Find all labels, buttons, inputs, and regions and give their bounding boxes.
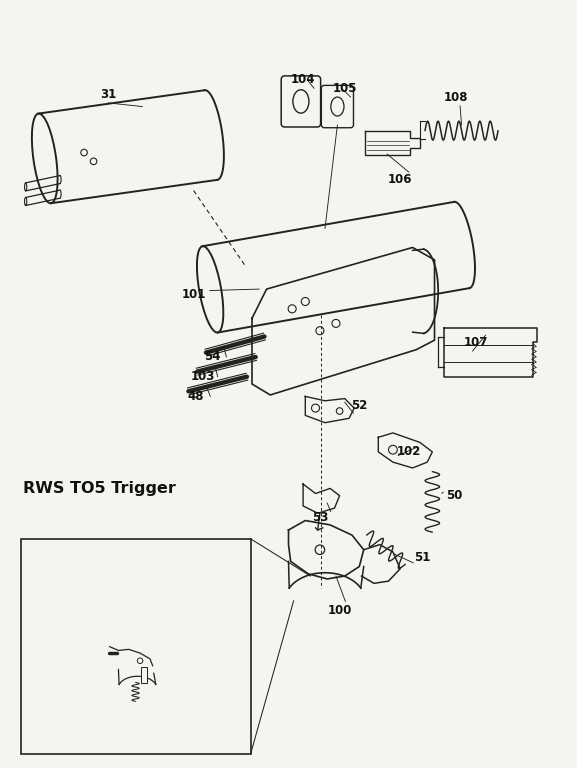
Bar	[141, 667, 147, 684]
Text: 31: 31	[100, 88, 117, 101]
Text: 50: 50	[446, 489, 462, 502]
Text: 52: 52	[351, 399, 368, 412]
Text: 48: 48	[188, 390, 204, 403]
Ellipse shape	[32, 114, 58, 204]
Ellipse shape	[25, 183, 27, 191]
Text: 51: 51	[414, 551, 430, 564]
Text: 54: 54	[204, 350, 220, 363]
Ellipse shape	[331, 97, 344, 116]
FancyBboxPatch shape	[321, 85, 354, 127]
Ellipse shape	[25, 197, 27, 206]
Text: 108: 108	[444, 91, 469, 104]
Text: 53: 53	[312, 511, 328, 524]
Text: 107: 107	[464, 336, 488, 349]
Text: 102: 102	[397, 445, 421, 458]
Text: 101: 101	[181, 288, 206, 301]
Text: 104: 104	[291, 73, 316, 86]
Ellipse shape	[197, 247, 223, 333]
Text: 106: 106	[388, 173, 413, 186]
Bar	[21, 539, 250, 754]
Text: RWS TO5 Trigger: RWS TO5 Trigger	[24, 481, 177, 496]
Text: 105: 105	[332, 82, 357, 94]
Ellipse shape	[293, 90, 309, 113]
Text: 100: 100	[327, 604, 352, 617]
Text: 103: 103	[191, 370, 215, 383]
FancyBboxPatch shape	[281, 76, 321, 127]
